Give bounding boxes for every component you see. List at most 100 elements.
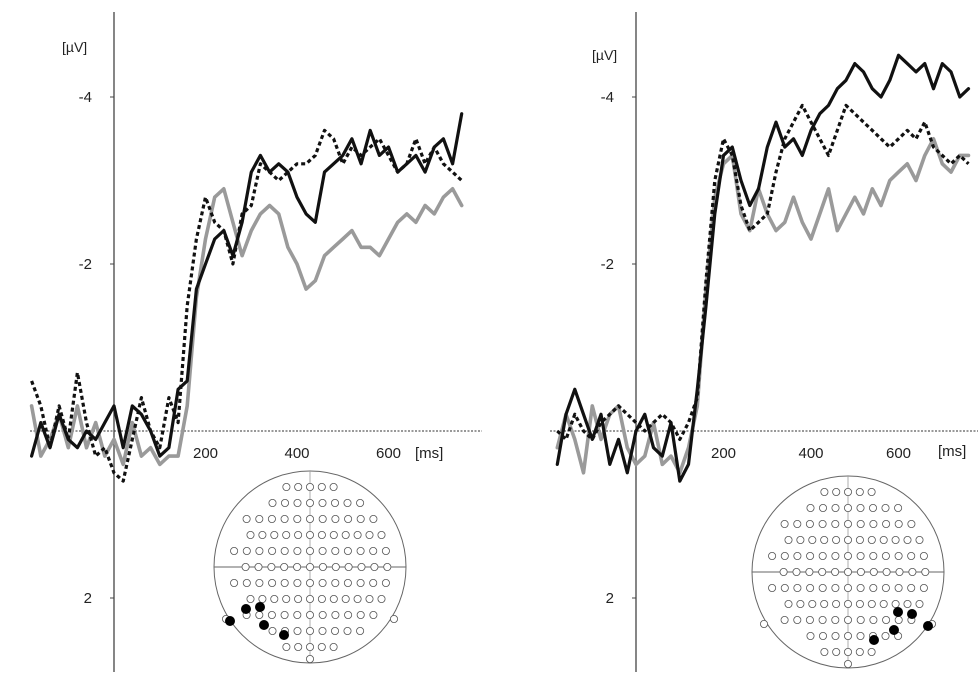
electrode bbox=[267, 563, 276, 571]
electrode bbox=[294, 483, 303, 492]
electrode bbox=[768, 551, 777, 560]
electrode bbox=[869, 520, 878, 529]
electrode bbox=[306, 594, 314, 603]
electrode bbox=[915, 536, 924, 545]
electrode bbox=[242, 546, 251, 555]
electrode bbox=[882, 568, 891, 576]
electrode bbox=[779, 568, 788, 576]
electrode bbox=[365, 531, 374, 540]
electrode bbox=[254, 563, 263, 571]
electrode bbox=[356, 578, 365, 587]
y-axis-label: [µV] bbox=[62, 39, 87, 55]
x-tick-label: 200 bbox=[711, 445, 736, 462]
electrode bbox=[760, 620, 769, 629]
electrode bbox=[344, 563, 353, 571]
electrode bbox=[280, 578, 289, 587]
electrode bbox=[844, 599, 852, 608]
electrode bbox=[818, 616, 827, 625]
electrode bbox=[867, 536, 876, 545]
electrode bbox=[353, 531, 362, 540]
x-axis-unit: [ms] bbox=[938, 443, 966, 460]
electrode bbox=[820, 536, 829, 545]
electrode bbox=[855, 599, 864, 608]
electrode bbox=[246, 594, 255, 603]
electrode bbox=[280, 546, 289, 555]
electrode bbox=[894, 520, 903, 529]
highlighted-electrode bbox=[869, 635, 879, 645]
electrode bbox=[241, 563, 250, 571]
electrode bbox=[343, 546, 352, 555]
electrode bbox=[805, 616, 814, 625]
electrode bbox=[818, 632, 827, 641]
electrode bbox=[267, 515, 276, 524]
electrode bbox=[844, 488, 852, 497]
electrode bbox=[318, 627, 327, 636]
electrode bbox=[806, 583, 815, 592]
electrode bbox=[784, 599, 793, 608]
electrode bbox=[820, 599, 829, 608]
electrode bbox=[294, 643, 303, 652]
electrode bbox=[329, 483, 338, 492]
electrode bbox=[280, 563, 289, 571]
electrode bbox=[317, 594, 326, 603]
electrode bbox=[306, 643, 314, 652]
electrode bbox=[831, 520, 840, 529]
y-tick-label: 2 bbox=[606, 590, 614, 607]
electrode bbox=[793, 551, 802, 560]
electrode bbox=[844, 536, 852, 545]
electrode bbox=[280, 611, 289, 620]
electrode bbox=[306, 627, 314, 636]
y-tick-label: -4 bbox=[79, 89, 92, 106]
electrode bbox=[891, 536, 900, 545]
electrode bbox=[318, 515, 327, 524]
electrode bbox=[818, 504, 827, 513]
electrode bbox=[856, 568, 865, 576]
electrode bbox=[832, 536, 841, 545]
electrode bbox=[331, 546, 340, 555]
electrode bbox=[282, 643, 291, 652]
highlighted-electrode bbox=[225, 616, 235, 626]
electrode bbox=[907, 551, 916, 560]
electrode bbox=[343, 627, 352, 636]
electrode bbox=[357, 563, 366, 571]
x-tick-label: 600 bbox=[886, 445, 911, 462]
x-axis-unit: [ms] bbox=[415, 445, 443, 462]
electrode bbox=[293, 611, 302, 620]
electrode bbox=[869, 616, 878, 625]
electrode bbox=[806, 632, 815, 641]
electrode bbox=[856, 551, 865, 560]
electrode bbox=[356, 515, 365, 524]
electrode bbox=[317, 643, 326, 652]
x-tick-label: 400 bbox=[284, 445, 309, 462]
electrode bbox=[330, 627, 339, 636]
highlighted-electrode bbox=[923, 621, 933, 631]
electrode bbox=[882, 616, 891, 625]
electrode bbox=[280, 499, 289, 508]
y-tick-label: -2 bbox=[79, 256, 92, 273]
electrode bbox=[369, 578, 378, 587]
electrode bbox=[844, 504, 852, 513]
y-tick-label: -2 bbox=[601, 256, 614, 273]
electrode bbox=[869, 583, 878, 592]
electrode bbox=[820, 488, 829, 497]
electrode bbox=[356, 627, 365, 636]
electrode bbox=[856, 616, 865, 625]
electrode bbox=[246, 531, 255, 540]
electrode bbox=[867, 648, 876, 657]
electrode bbox=[255, 515, 264, 524]
electrode bbox=[293, 578, 302, 587]
series-solid-black bbox=[30, 112, 464, 458]
electrode bbox=[381, 546, 390, 555]
electrode bbox=[867, 599, 876, 608]
electrode bbox=[831, 504, 840, 513]
electrode bbox=[831, 616, 840, 625]
electrode bbox=[293, 515, 302, 524]
electrode bbox=[306, 611, 314, 620]
electrode bbox=[832, 599, 841, 608]
electrode bbox=[369, 611, 378, 620]
electrode bbox=[329, 531, 338, 540]
highlighted-electrode bbox=[889, 625, 899, 635]
electrode bbox=[831, 632, 840, 641]
electrode bbox=[344, 515, 353, 524]
electrode bbox=[780, 520, 789, 529]
